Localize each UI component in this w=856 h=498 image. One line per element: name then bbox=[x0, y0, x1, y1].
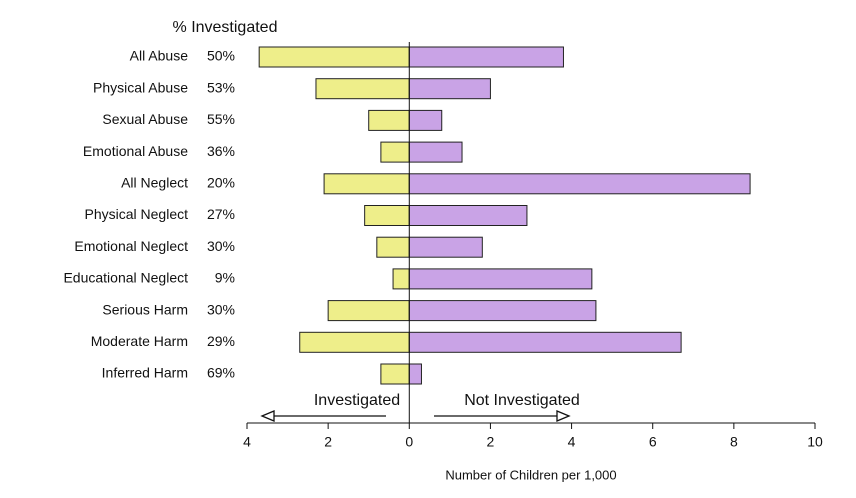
percent-label: 50% bbox=[207, 48, 235, 64]
percent-label: 9% bbox=[215, 270, 235, 286]
arrow-head bbox=[260, 410, 275, 422]
direction-label: Not Investigated bbox=[464, 392, 580, 409]
bar bbox=[408, 300, 597, 322]
category-label: Physical Neglect bbox=[85, 206, 189, 222]
category-label: Serious Harm bbox=[102, 301, 188, 317]
bar bbox=[408, 173, 751, 195]
x-axis-label: Number of Children per 1,000 bbox=[445, 467, 616, 482]
category-label: Emotional Abuse bbox=[83, 143, 188, 159]
percent-label: 29% bbox=[207, 333, 235, 349]
category-label: Inferred Harm bbox=[102, 365, 188, 381]
bar bbox=[258, 46, 410, 68]
bar bbox=[315, 78, 410, 100]
category-label: Emotional Neglect bbox=[74, 238, 188, 254]
percent-label: 20% bbox=[207, 175, 235, 191]
x-tick-label: 8 bbox=[730, 434, 738, 450]
bar bbox=[408, 46, 564, 68]
bar bbox=[408, 205, 528, 226]
percent-label: 36% bbox=[207, 143, 235, 159]
x-tick-label: 10 bbox=[807, 434, 823, 450]
x-tick-label: 2 bbox=[487, 434, 495, 450]
direction-label: Investigated bbox=[314, 392, 400, 409]
direction-arrows bbox=[260, 410, 571, 422]
bar bbox=[380, 363, 410, 385]
x-tick-label: 4 bbox=[243, 434, 251, 450]
category-label: All Abuse bbox=[130, 48, 189, 64]
percent-label: 55% bbox=[207, 111, 235, 127]
bar bbox=[380, 141, 410, 163]
bar bbox=[408, 363, 422, 385]
bar bbox=[408, 141, 463, 163]
annotation-title: % Investigated bbox=[173, 19, 278, 36]
x-tick-label: 4 bbox=[568, 434, 576, 450]
bar bbox=[408, 109, 443, 131]
x-tick-label: 2 bbox=[324, 434, 332, 450]
bar bbox=[368, 109, 410, 131]
bar bbox=[323, 173, 410, 195]
category-label: Sexual Abuse bbox=[102, 111, 188, 127]
bar bbox=[327, 300, 410, 322]
bar bbox=[408, 78, 491, 100]
percent-label: 69% bbox=[207, 365, 235, 381]
x-tick-label: 0 bbox=[405, 434, 413, 450]
category-label: All Neglect bbox=[121, 175, 188, 191]
category-label: Educational Neglect bbox=[63, 270, 188, 286]
bar bbox=[299, 331, 410, 353]
category-label: Physical Abuse bbox=[93, 79, 188, 95]
bar bbox=[392, 268, 410, 290]
percent-label: 53% bbox=[207, 79, 235, 95]
percent-label: 27% bbox=[207, 206, 235, 222]
category-label: Moderate Harm bbox=[91, 333, 188, 349]
bar bbox=[376, 236, 410, 258]
bar bbox=[364, 205, 410, 226]
percent-label: 30% bbox=[207, 301, 235, 317]
bar bbox=[408, 268, 593, 290]
x-tick-label: 6 bbox=[649, 434, 657, 450]
bar bbox=[408, 331, 682, 353]
bar bbox=[408, 236, 483, 258]
percent-label: 30% bbox=[207, 238, 235, 254]
arrow-head bbox=[556, 410, 571, 422]
